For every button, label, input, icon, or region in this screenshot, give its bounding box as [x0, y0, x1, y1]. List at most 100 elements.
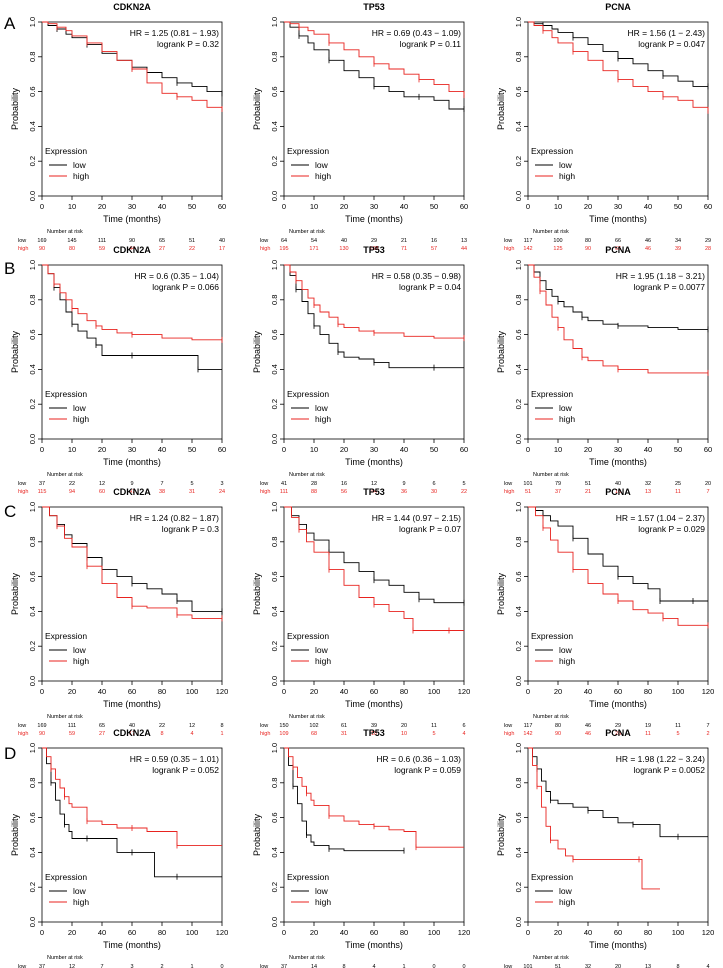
risk-label-low: low: [260, 723, 268, 729]
risk-count-low: 111: [98, 238, 106, 244]
risk-count-high: 11: [675, 489, 681, 495]
risk-count-high: 142: [523, 731, 532, 737]
x-tick-label: 60: [704, 202, 712, 211]
hr-annotation: HR = 0.69 (0.43 − 1.09): [372, 28, 461, 38]
risk-count-low: 80: [555, 723, 561, 729]
risk-count-low: 66: [615, 238, 621, 244]
legend-label-low: low: [315, 403, 329, 413]
risk-count-low: 29: [371, 238, 377, 244]
x-tick-label: 40: [340, 687, 348, 696]
y-tick-label: 0.2: [514, 882, 523, 892]
x-tick-label: 30: [370, 202, 378, 211]
risk-count-low: 16: [341, 481, 347, 487]
y-tick-label: 0.8: [270, 537, 279, 547]
logrank-p-annotation: logrank P = 0.11: [400, 39, 462, 49]
survival-curve-high: [528, 21, 709, 111]
risk-count-high: 31: [189, 489, 195, 495]
x-tick-label: 0: [40, 202, 44, 211]
logrank-p-annotation: logrank P = 0.029: [638, 524, 705, 534]
legend-label-low: low: [73, 645, 87, 655]
risk-count-low: 61: [341, 723, 347, 729]
risk-count-high: 88: [311, 489, 317, 495]
risk-count-low: 20: [705, 481, 711, 487]
x-axis-label: Time (months): [103, 940, 161, 950]
y-tick-label: 0.4: [514, 121, 523, 131]
x-tick-label: 60: [370, 687, 378, 696]
x-tick-label: 10: [68, 445, 76, 454]
y-tick-label: 0.6: [514, 86, 523, 96]
x-tick-label: 20: [340, 445, 348, 454]
legend-title: Expression: [531, 389, 573, 399]
risk-count-low: 0: [220, 964, 223, 968]
x-tick-label: 80: [644, 928, 652, 937]
row-label: D: [4, 744, 16, 763]
risk-count-low: 4: [372, 964, 375, 968]
risk-count-low: 4: [706, 964, 709, 968]
survival-curve-high: [284, 747, 464, 848]
hr-annotation: HR = 1.44 (0.97 − 2.15): [372, 513, 461, 523]
y-tick-label: 0.2: [28, 641, 37, 651]
risk-count-high: 2: [706, 731, 709, 737]
x-axis-label: Time (months): [345, 214, 403, 224]
y-tick-label: 0.2: [514, 399, 523, 409]
y-tick-label: 1.0: [514, 502, 523, 512]
x-tick-label: 20: [310, 687, 318, 696]
risk-count-low: 1: [190, 964, 193, 968]
hr-annotation: HR = 1.24 (0.82 − 1.87): [130, 513, 219, 523]
panel-title: CDKN2A: [113, 728, 151, 738]
risk-count-low: 51: [189, 238, 195, 244]
risk-count-low: 3: [130, 964, 133, 968]
x-tick-label: 50: [430, 445, 438, 454]
x-tick-label: 10: [310, 202, 318, 211]
x-tick-label: 120: [458, 928, 471, 937]
logrank-p-annotation: logrank P = 0.059: [394, 765, 461, 775]
risk-table-title: Number at risk: [289, 472, 325, 478]
risk-count-low: 40: [129, 723, 135, 729]
x-tick-label: 10: [554, 202, 562, 211]
x-tick-label: 20: [584, 445, 592, 454]
y-axis-label: Probability: [10, 572, 20, 615]
hr-annotation: HR = 1.56 (1 − 2.43): [628, 28, 706, 38]
hr-annotation: HR = 0.59 (0.35 − 1.01): [130, 754, 219, 764]
x-tick-label: 60: [614, 687, 622, 696]
y-tick-label: 0.8: [28, 295, 37, 305]
risk-count-low: 54: [311, 238, 317, 244]
x-tick-label: 20: [584, 202, 592, 211]
risk-count-high: 46: [585, 731, 591, 737]
y-axis-label: Probability: [10, 813, 20, 856]
x-tick-label: 0: [282, 687, 286, 696]
y-tick-label: 0.0: [270, 434, 279, 444]
km-panel: TP53 0.0 0.2 0.4 0.6 0.8 1.0 Probability 0 10 20 30…: [252, 2, 468, 252]
y-tick-label: 1.0: [514, 260, 523, 270]
x-tick-label: 30: [614, 445, 622, 454]
risk-count-high: 7: [706, 489, 709, 495]
x-tick-label: 20: [98, 202, 106, 211]
risk-label-high: high: [504, 246, 514, 252]
risk-count-high: 21: [585, 489, 591, 495]
risk-count-high: 31: [341, 731, 347, 737]
y-tick-label: 1.0: [28, 502, 37, 512]
risk-count-low: 5: [190, 481, 193, 487]
risk-count-low: 65: [159, 238, 165, 244]
survival-curve-low: [284, 21, 464, 110]
x-tick-label: 60: [218, 445, 226, 454]
y-tick-label: 0.6: [514, 571, 523, 581]
risk-count-low: 64: [281, 238, 287, 244]
risk-count-low: 6: [462, 723, 465, 729]
legend-label-high: high: [73, 414, 89, 424]
x-tick-label: 0: [526, 928, 530, 937]
risk-table-title: Number at risk: [533, 955, 569, 961]
logrank-p-annotation: logrank P = 0.32: [157, 39, 219, 49]
risk-count-low: 29: [705, 238, 711, 244]
legend-label-high: high: [315, 897, 331, 907]
risk-count-high: 8: [160, 731, 163, 737]
survival-curve-high: [528, 747, 660, 890]
panel-title: TP53: [363, 728, 385, 738]
risk-count-high: 30: [431, 489, 437, 495]
legend-label-high: high: [315, 414, 331, 424]
risk-count-low: 37: [39, 964, 45, 968]
x-tick-label: 30: [128, 202, 136, 211]
x-axis-label: Time (months): [103, 214, 161, 224]
risk-count-high: 125: [553, 246, 562, 252]
risk-label-high: high: [18, 489, 28, 495]
